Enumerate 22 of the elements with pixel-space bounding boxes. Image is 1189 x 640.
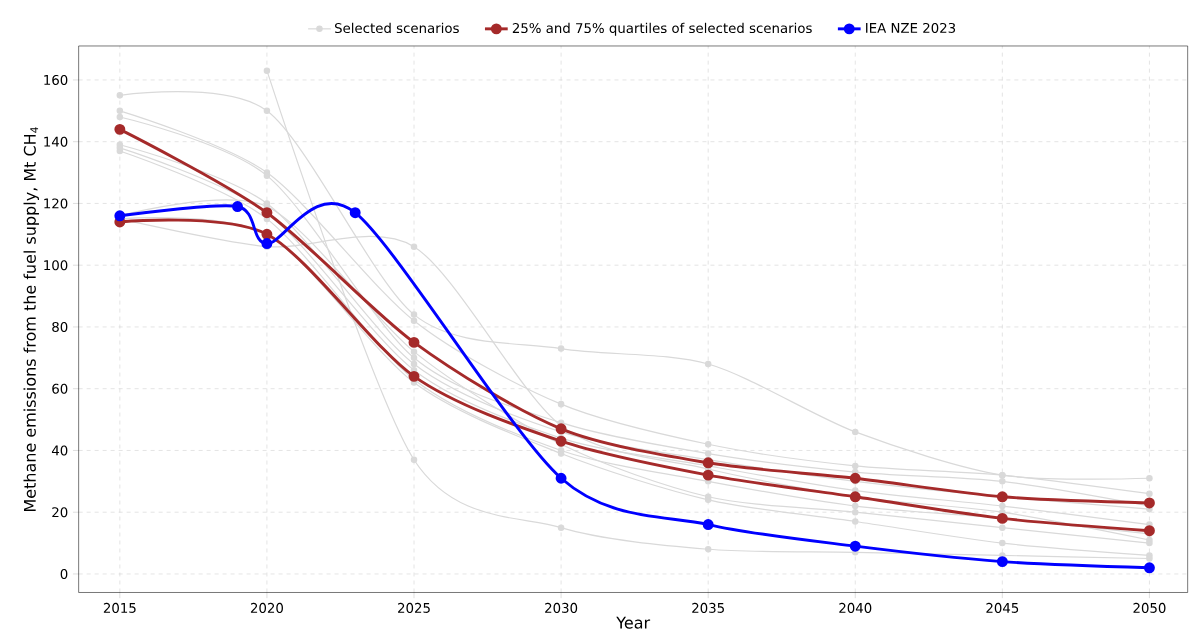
- y-axis-title: Methane emissions from the fuel supply, Mt CH$_{4}$: [23, 126, 39, 511]
- legend-label: IEA NZE 2023: [866, 22, 956, 33]
- x-tick-label: 2035: [692, 602, 724, 613]
- y-tick-label: 140: [44, 136, 68, 147]
- legend-label: 25% and 75% quartiles of selected scenarios: [512, 22, 812, 36]
- x-tick-label: 2030: [545, 602, 578, 613]
- y-tick-label: 20: [52, 506, 68, 518]
- legend-label: Selected scenarios: [334, 22, 459, 33]
- x-tick-label: 2025: [398, 602, 430, 613]
- x-tick-label: 2040: [839, 602, 872, 613]
- y-tick-label: 100: [44, 259, 68, 270]
- x-tick-label: 2015: [103, 602, 136, 613]
- x-tick-label: 2020: [250, 602, 283, 613]
- x-tick-label: 2045: [986, 602, 1019, 613]
- x-axis-title: Year: [616, 616, 651, 629]
- y-tick-label: 120: [44, 198, 68, 209]
- y-tick-label: 0: [60, 568, 68, 579]
- y-tick-label: 160: [44, 74, 68, 85]
- y-tick-label: 40: [51, 445, 68, 456]
- x-tick-label: 2050: [1133, 602, 1166, 613]
- y-tick-label: 80: [52, 321, 68, 332]
- y-tick-label: 60: [52, 383, 68, 394]
